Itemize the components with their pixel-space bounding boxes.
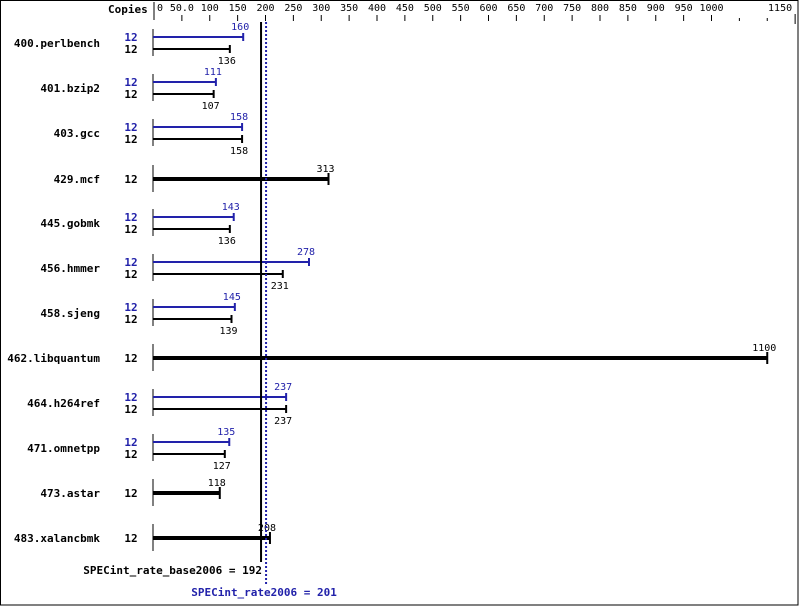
benchmark-label: 445.gobmk: [40, 217, 100, 230]
tick-label: 1000: [699, 3, 723, 14]
peak-copies: 12: [124, 121, 137, 134]
peak-value: 111: [204, 67, 222, 78]
peak-copies: 12: [124, 76, 137, 89]
peak-value: 145: [223, 292, 241, 303]
base-value: 118: [208, 478, 226, 489]
peak-value: 278: [297, 247, 315, 258]
base-value: 107: [202, 101, 220, 112]
tick-label: 400: [368, 3, 386, 14]
base-copies: 12: [124, 313, 137, 326]
peak-value: 160: [231, 22, 249, 33]
base-copies: 12: [124, 352, 137, 365]
tick-label: 550: [452, 3, 470, 14]
tick-label: 900: [647, 3, 665, 14]
base-value: 136: [218, 236, 236, 247]
base-value: 127: [213, 461, 231, 472]
tick-label: 1150: [768, 3, 792, 14]
base-value: 208: [258, 523, 276, 534]
benchmark-label: 473.astar: [40, 487, 100, 500]
tick-label: 350: [340, 3, 358, 14]
base-copies: 12: [124, 133, 137, 146]
benchmark-label: 403.gcc: [54, 127, 100, 140]
benchmark-label: 483.xalancbmk: [14, 532, 100, 545]
tick-label: 950: [675, 3, 693, 14]
base-copies: 12: [124, 173, 137, 186]
tick-label: 750: [563, 3, 581, 14]
base-copies: 12: [124, 88, 137, 101]
base-value: 158: [230, 146, 248, 157]
base-copies: 12: [124, 223, 137, 236]
benchmark-label: 401.bzip2: [40, 82, 100, 95]
tick-label: 450: [396, 3, 414, 14]
base-copies: 12: [124, 403, 137, 416]
tick-label: 100: [201, 3, 219, 14]
base-copies: 12: [124, 268, 137, 281]
tick-label: 200: [256, 3, 274, 14]
tick-label: 650: [507, 3, 525, 14]
tick-label: 250: [284, 3, 302, 14]
benchmark-label: 464.h264ref: [27, 397, 100, 410]
base-value: 139: [219, 326, 237, 337]
peak-copies: 12: [124, 301, 137, 314]
benchmark-label: 462.libquantum: [7, 352, 100, 365]
peak-copies: 12: [124, 211, 137, 224]
axis-header: Copies: [108, 3, 148, 16]
tick-label: 500: [424, 3, 442, 14]
peak-copies: 12: [124, 256, 137, 269]
benchmark-label: 456.hmmer: [40, 262, 100, 275]
benchmark-label: 429.mcf: [54, 173, 100, 186]
benchmark-label: 471.omnetpp: [27, 442, 100, 455]
tick-label: 50.0: [170, 3, 194, 14]
tick-label: 150: [229, 3, 247, 14]
base-copies: 12: [124, 43, 137, 56]
base-reference-label: SPECint_rate_base2006 = 192: [83, 564, 262, 577]
tick-label: 600: [479, 3, 497, 14]
peak-value: 135: [217, 427, 235, 438]
base-value: 313: [316, 164, 334, 175]
peak-reference-label: SPECint_rate2006 = 201: [191, 586, 337, 599]
peak-value: 237: [274, 382, 292, 393]
benchmark-label: 400.perlbench: [14, 37, 100, 50]
base-copies: 12: [124, 448, 137, 461]
peak-copies: 12: [124, 436, 137, 449]
base-copies: 12: [124, 487, 137, 500]
benchmark-label: 458.sjeng: [40, 307, 100, 320]
peak-copies: 12: [124, 391, 137, 404]
base-value: 237: [274, 416, 292, 427]
tick-label: 800: [591, 3, 609, 14]
base-value: 231: [271, 281, 289, 292]
base-value: 1100: [752, 343, 776, 354]
tick-label: 850: [619, 3, 637, 14]
base-copies: 12: [124, 532, 137, 545]
tick-label: 0: [157, 3, 163, 14]
tick-label: 700: [535, 3, 553, 14]
base-value: 136: [218, 56, 236, 67]
peak-copies: 12: [124, 31, 137, 44]
tick-label: 300: [312, 3, 330, 14]
peak-value: 143: [222, 202, 240, 213]
peak-value: 158: [230, 112, 248, 123]
